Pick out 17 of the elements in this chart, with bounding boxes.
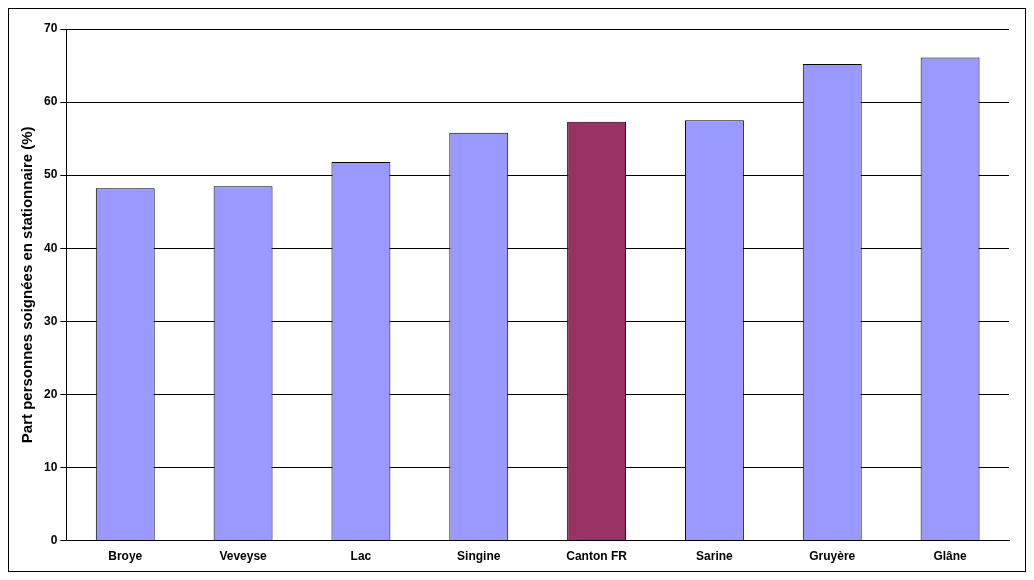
x-tick-label: Canton FR: [566, 549, 628, 564]
x-tick-label: Veveyse: [219, 549, 268, 564]
y-tick-label: 40: [43, 240, 58, 255]
y-tick-label: 70: [43, 21, 58, 36]
y-tick-label: 50: [43, 167, 58, 182]
y-tick-label: 0: [50, 532, 58, 547]
x-tick-label: Glâne: [933, 549, 968, 564]
x-tick-label: Lac: [350, 549, 372, 564]
x-tick-label: Sarine: [696, 549, 734, 564]
x-tick-label: Broye: [108, 549, 143, 564]
y-tick-label: 20: [43, 386, 58, 401]
y-axis-title: Part personnes soignées en stationnaire (%): [18, 126, 36, 444]
y-tick-label: 10: [43, 459, 58, 474]
x-tick-label: Singine: [457, 549, 501, 564]
y-tick-label: 60: [43, 94, 58, 109]
y-tick-label: 30: [43, 313, 58, 328]
x-tick-label: Gruyère: [809, 549, 856, 564]
